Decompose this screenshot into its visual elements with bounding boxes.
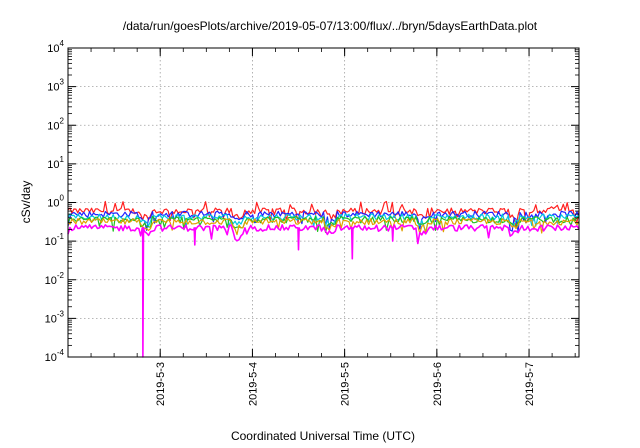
chart-title: /data/run/goesPlots/archive/2019-05-07/1… [123,19,538,33]
y-tick-label-base: 10 [45,275,57,287]
x-tick-label: 2019-5-6 [432,362,444,406]
y-tick-label-exponent: -4 [57,348,65,357]
y-tick-label: 104 [47,39,64,55]
y-tick-label-exponent: 0 [60,194,65,203]
y-axis-label: cSv/day [19,181,33,224]
y-tick-label-exponent: -2 [57,271,65,280]
y-tick-label: 10-2 [45,271,65,287]
ticks [67,47,579,358]
series-group [67,200,580,358]
series-line [67,224,580,358]
x-tick-label: 2019-5-4 [247,362,259,406]
y-tick-label-base: 10 [45,352,57,364]
y-tick-label: 10-1 [45,232,65,248]
y-tick-label-base: 10 [47,159,59,171]
y-tick-label-base: 10 [45,236,57,248]
y-tick-label: 103 [47,78,64,94]
y-tick-label-exponent: 3 [60,78,65,87]
y-tick-label-base: 10 [47,43,59,55]
y-tick-label-exponent: -3 [57,309,65,318]
y-tick-label-exponent: 1 [60,155,65,164]
series-line [67,218,580,236]
y-tick-label-base: 10 [45,313,57,325]
y-tick-label-exponent: -1 [57,232,65,241]
grid [68,48,579,357]
x-tick-label: 2019-5-7 [524,362,536,406]
series-line [67,210,580,232]
y-tick-label: 102 [47,116,64,132]
y-tick-label: 10-3 [45,309,65,325]
y-tick-label-exponent: 4 [60,39,65,48]
x-tick-labels: 2019-5-3 2019-5-4 2019-5-5 2019-5-6 2019-5-7 [155,362,536,406]
y-tick-label-base: 10 [47,198,59,210]
y-tick-label: 10-4 [45,348,65,364]
x-axis-label: Coordinated Universal Time (UTC) [231,429,415,443]
x-tick-label: 2019-5-3 [155,362,167,406]
y-tick-label-base: 10 [47,82,59,94]
y-tick-label-exponent: 2 [60,116,65,125]
y-tick-label: 100 [47,194,64,210]
y-tick-label: 101 [47,155,64,171]
x-tick-label: 2019-5-5 [340,362,352,406]
y-tick-label-base: 10 [47,120,59,132]
